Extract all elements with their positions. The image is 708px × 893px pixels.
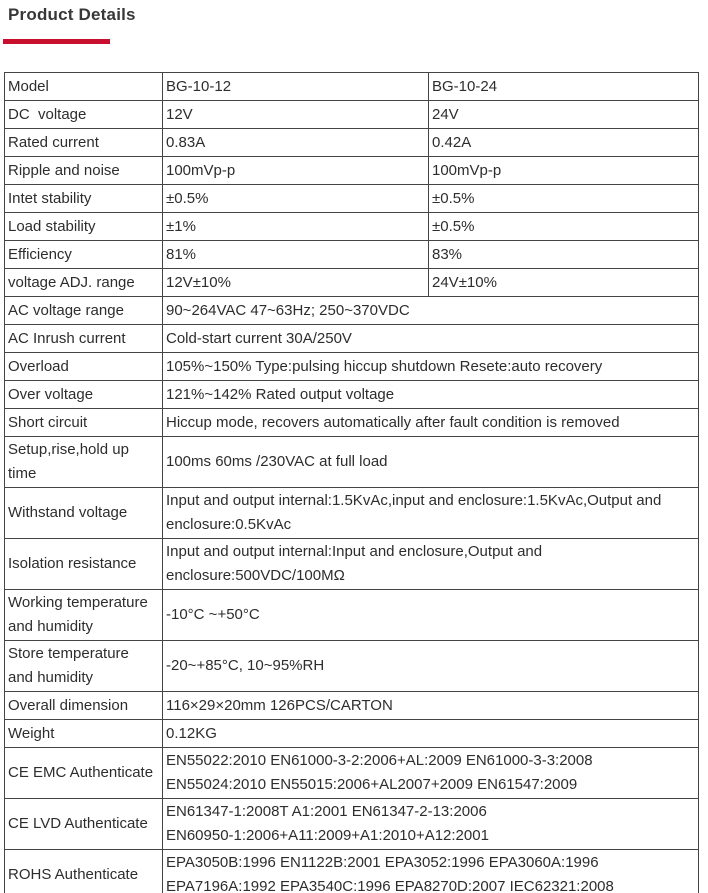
page-header: Product Details — [0, 0, 708, 44]
spec-value-model2: ±0.5% — [428, 212, 699, 241]
spec-value: 0.12KG — [162, 719, 699, 748]
spec-value: Hiccup mode, recovers automatically afte… — [162, 408, 699, 437]
spec-label: CE EMC Authenticate — [4, 747, 163, 799]
table-row-load-stability: Load stability ±1% ±0.5% — [4, 212, 699, 241]
spec-label: CE LVD Authenticate — [4, 798, 163, 850]
spec-value-model2: BG-10-24 — [428, 72, 699, 101]
table-row-overload: Overload 105%~150% Type:pulsing hiccup s… — [4, 352, 699, 381]
table-row-working-temperature: Working temperature and humidity -10°C ~… — [4, 589, 699, 641]
spec-value: EN55022:2010 EN61000-3-2:2006+AL:2009 EN… — [162, 747, 699, 799]
spec-value: 90~264VAC 47~63Hz; 250~370VDC — [162, 296, 699, 325]
table-row-inlet-stability: Intet stability ±0.5% ±0.5% — [4, 184, 699, 213]
spec-value-model1: ±0.5% — [162, 184, 429, 213]
spec-label: Overload — [4, 352, 163, 381]
spec-label: Efficiency — [4, 240, 163, 269]
table-row-dc-voltage: DC voltage 12V 24V — [4, 100, 699, 129]
spec-value: EPA3050B:1996 EN1122B:2001 EPA3052:1996 … — [162, 849, 699, 893]
spec-label: AC Inrush current — [4, 324, 163, 353]
spec-value: -10°C ~+50°C — [162, 589, 699, 641]
spec-value: 121%~142% Rated output voltage — [162, 380, 699, 409]
table-row-ac-inrush-current: AC Inrush current Cold-start current 30A… — [4, 324, 699, 353]
table-row-rated-current: Rated current 0.83A 0.42A — [4, 128, 699, 157]
spec-label: ROHS Authenticate — [4, 849, 163, 893]
table-row-setup-rise-holdup: Setup,rise,hold up time 100ms 60ms /230V… — [4, 436, 699, 488]
spec-label: Over voltage — [4, 380, 163, 409]
spec-value: Input and output internal:1.5KvAc,input … — [162, 487, 699, 539]
spec-label: Weight — [4, 719, 163, 748]
spec-value: -20~+85°C, 10~95%RH — [162, 640, 699, 692]
spec-value-model1: 100mVp-p — [162, 156, 429, 185]
spec-value: 116×29×20mm 126PCS/CARTON — [162, 691, 699, 720]
spec-value-model1: 12V — [162, 100, 429, 129]
spec-label: Model — [4, 72, 163, 101]
spec-label: Isolation resistance — [4, 538, 163, 590]
spec-label: Overall dimension — [4, 691, 163, 720]
table-row-short-circuit: Short circuit Hiccup mode, recovers auto… — [4, 408, 699, 437]
spec-value-model1: 81% — [162, 240, 429, 269]
table-row-overall-dimension: Overall dimension 116×29×20mm 126PCS/CAR… — [4, 691, 699, 720]
spec-label: Short circuit — [4, 408, 163, 437]
spec-value: Input and output internal:Input and encl… — [162, 538, 699, 590]
spec-label: Ripple and noise — [4, 156, 163, 185]
table-row-efficiency: Efficiency 81% 83% — [4, 240, 699, 269]
spec-value-model1: ±1% — [162, 212, 429, 241]
table-row-rohs-authenticate: ROHS Authenticate EPA3050B:1996 EN1122B:… — [4, 849, 699, 893]
spec-label: AC voltage range — [4, 296, 163, 325]
spec-value-model2: 83% — [428, 240, 699, 269]
spec-label: Rated current — [4, 128, 163, 157]
table-row-model: Model BG-10-12 BG-10-24 — [4, 72, 699, 101]
spec-value-model2: 24V±10% — [428, 268, 699, 297]
spec-value: 105%~150% Type:pulsing hiccup shutdown R… — [162, 352, 699, 381]
table-row-weight: Weight 0.12KG — [4, 719, 699, 748]
table-row-ce-lvd-authenticate: CE LVD Authenticate EN61347-1:2008T A1:2… — [4, 798, 699, 850]
title-underline-accent — [3, 39, 110, 44]
spec-label: Intet stability — [4, 184, 163, 213]
spec-value: EN61347-1:2008T A1:2001 EN61347-2-13:200… — [162, 798, 699, 850]
spec-value-model2: 0.42A — [428, 128, 699, 157]
spec-value-model1: BG-10-12 — [162, 72, 429, 101]
spec-value: Cold-start current 30A/250V — [162, 324, 699, 353]
spec-value-model1: 0.83A — [162, 128, 429, 157]
spec-label: Working temperature and humidity — [4, 589, 163, 641]
spec-label: Withstand voltage — [4, 487, 163, 539]
spec-value-model2: 24V — [428, 100, 699, 129]
page-title: Product Details — [8, 5, 136, 24]
table-row-ac-voltage-range: AC voltage range 90~264VAC 47~63Hz; 250~… — [4, 296, 699, 325]
spec-label: Load stability — [4, 212, 163, 241]
spec-value-model1: 12V±10% — [162, 268, 429, 297]
product-spec-table: Model BG-10-12 BG-10-24 DC voltage 12V 2… — [4, 72, 699, 893]
spec-value: 100ms 60ms /230VAC at full load — [162, 436, 699, 488]
spec-label: DC voltage — [4, 100, 163, 129]
spec-label: Setup,rise,hold up time — [4, 436, 163, 488]
table-row-voltage-adj-range: voltage ADJ. range 12V±10% 24V±10% — [4, 268, 699, 297]
table-row-withstand-voltage: Withstand voltage Input and output inter… — [4, 487, 699, 539]
table-row-over-voltage: Over voltage 121%~142% Rated output volt… — [4, 380, 699, 409]
spec-label: voltage ADJ. range — [4, 268, 163, 297]
spec-value-model2: ±0.5% — [428, 184, 699, 213]
spec-value-model2: 100mVp-p — [428, 156, 699, 185]
table-row-isolation-resistance: Isolation resistance Input and output in… — [4, 538, 699, 590]
table-row-ce-emc-authenticate: CE EMC Authenticate EN55022:2010 EN61000… — [4, 747, 699, 799]
table-row-store-temperature: Store temperature and humidity -20~+85°C… — [4, 640, 699, 692]
table-row-ripple-noise: Ripple and noise 100mVp-p 100mVp-p — [4, 156, 699, 185]
spec-label: Store temperature and humidity — [4, 640, 163, 692]
